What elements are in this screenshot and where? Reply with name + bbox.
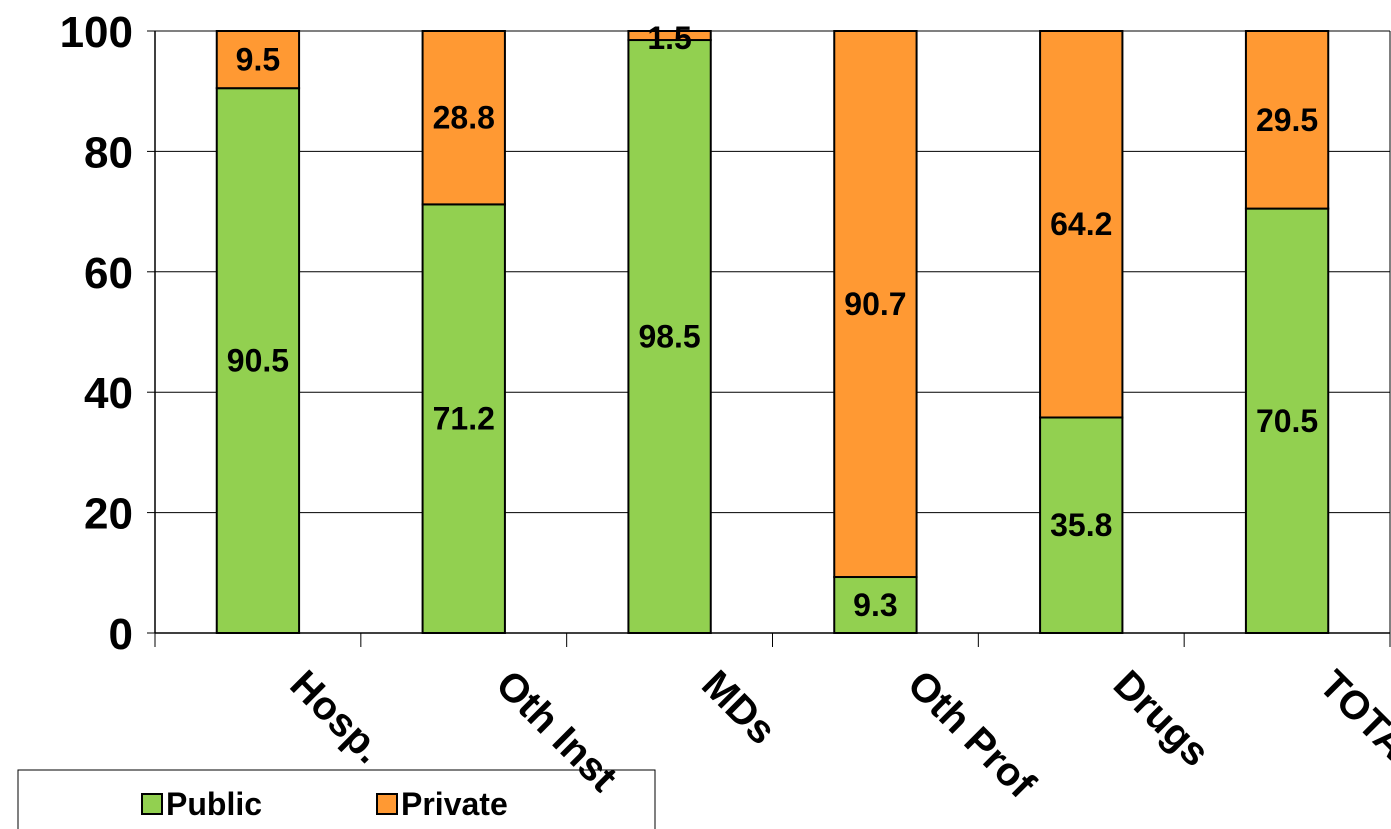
x-category-label-0: Hosp. — [282, 662, 392, 772]
legend-swatch-public — [141, 793, 163, 815]
x-category-label-4: Drugs — [1105, 662, 1218, 775]
data-label-private-2: 1.5 — [647, 20, 691, 56]
y-tick-label-60: 60 — [84, 249, 133, 298]
bar-public-1 — [421, 203, 506, 634]
legend-swatch-private — [376, 793, 398, 815]
data-label-public-3: 9.3 — [853, 587, 897, 623]
y-tick-label-100: 100 — [60, 8, 133, 57]
y-tick-label-80: 80 — [84, 128, 133, 177]
data-labels: 90.5 9.5 71.2 28.8 98.5 1.5 9.3 90.7 35.8 64.2 70.… — [227, 20, 1318, 623]
bar-private-3 — [833, 30, 918, 579]
y-tick-label-0: 0 — [109, 610, 133, 659]
legend-label-public: Public — [166, 786, 262, 822]
gridlines — [155, 30, 1390, 514]
data-label-public-5: 70.5 — [1256, 403, 1318, 439]
data-label-public-2: 98.5 — [638, 319, 700, 355]
bar-private-4 — [1039, 30, 1124, 419]
bars — [215, 30, 1330, 635]
bar-private-1 — [421, 30, 506, 206]
data-label-private-0: 9.5 — [236, 42, 280, 78]
x-category-label-2: MDs — [693, 662, 784, 753]
data-label-private-4: 64.2 — [1050, 206, 1112, 242]
data-label-private-1: 28.8 — [433, 100, 495, 136]
y-axis-ticks: 0 20 40 60 80 100 — [60, 8, 155, 659]
bar-public-3 — [833, 576, 918, 634]
bar-private-5 — [1244, 30, 1330, 210]
data-label-public-1: 71.2 — [433, 401, 495, 437]
bar-private-0 — [215, 30, 301, 90]
data-label-public-0: 90.5 — [227, 343, 289, 379]
data-label-private-3: 90.7 — [844, 286, 906, 322]
axes — [154, 30, 1391, 647]
y-tick-label-20: 20 — [84, 490, 133, 539]
legend-label-private: Private — [401, 786, 508, 822]
y-tick-label-40: 40 — [84, 369, 133, 418]
bar-public-5 — [1244, 207, 1330, 634]
data-label-public-4: 35.8 — [1050, 507, 1112, 543]
data-label-private-5: 29.5 — [1256, 102, 1318, 138]
legend: Public Private — [17, 769, 656, 829]
bar-public-2 — [627, 39, 712, 634]
x-category-label-5: TOTAL — [1311, 662, 1391, 785]
x-category-label-3: Oth Prof — [899, 662, 1044, 807]
bar-public-0 — [215, 87, 301, 634]
legend-box — [17, 769, 656, 829]
